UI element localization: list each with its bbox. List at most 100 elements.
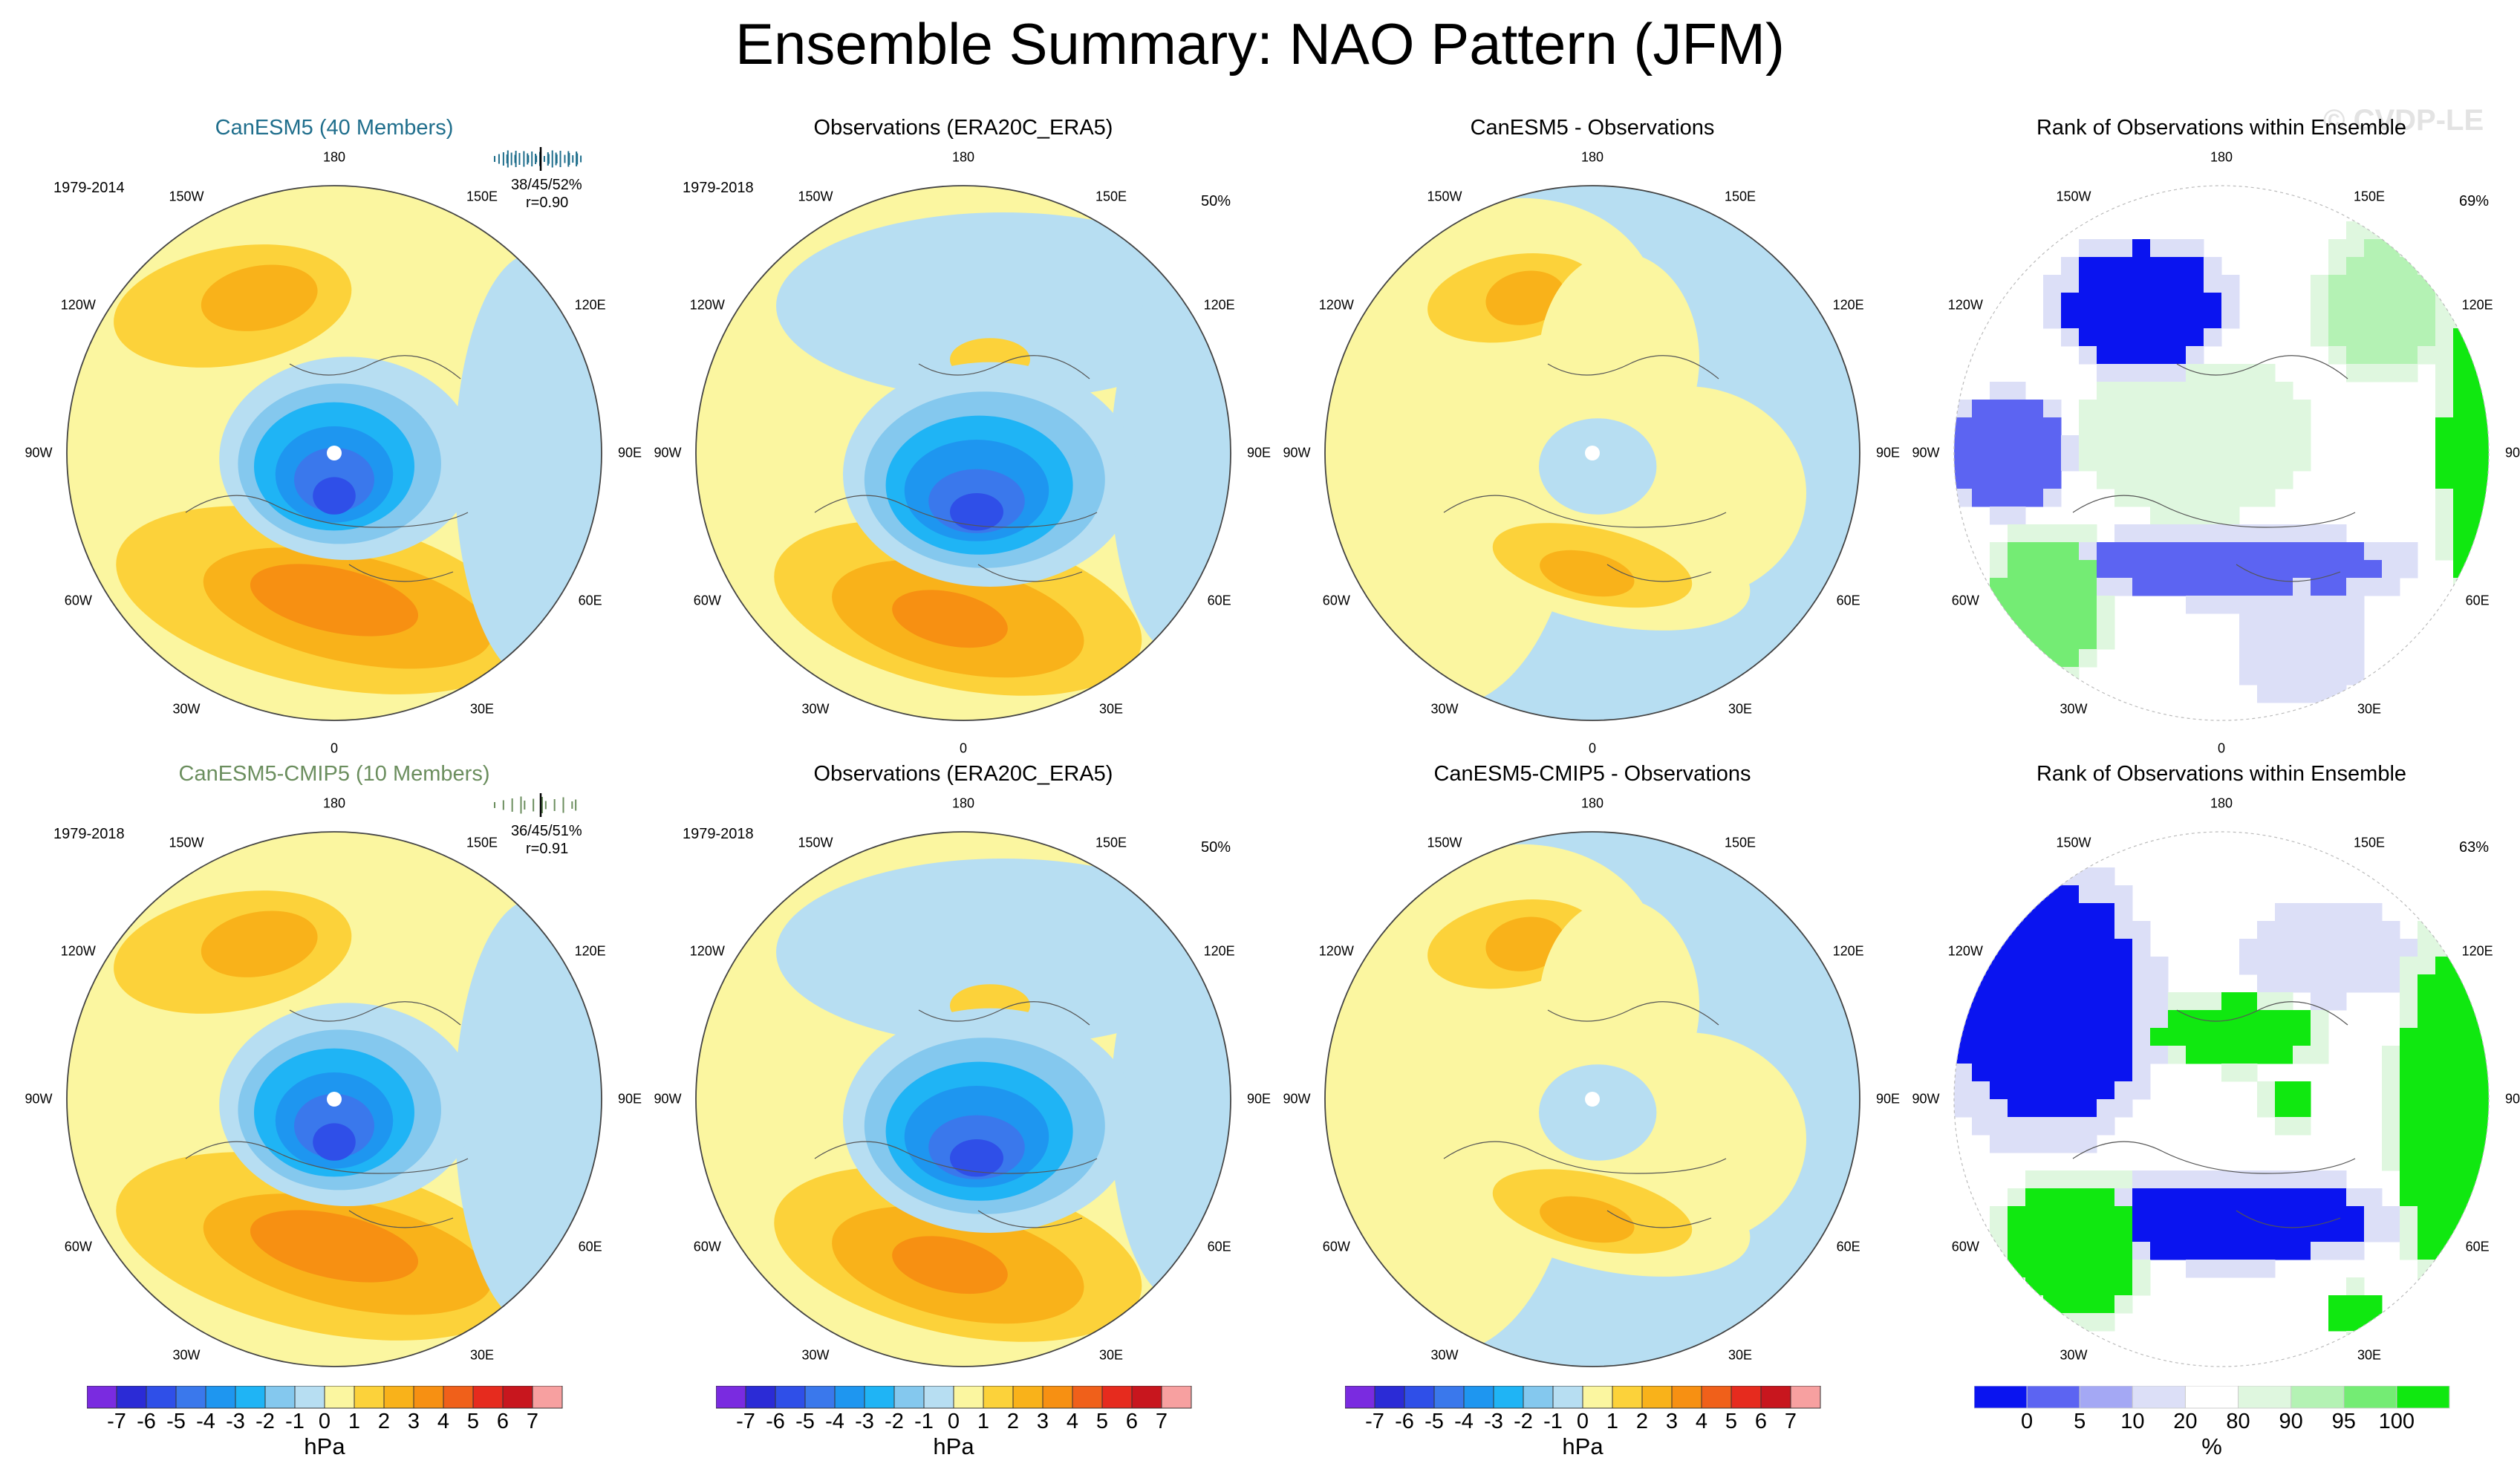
rank-cell (1990, 631, 2008, 650)
rank-cell (2008, 957, 2026, 975)
rank-cell (2328, 1313, 2347, 1332)
rank-cell (2025, 974, 2044, 993)
rank-cell (2043, 939, 2062, 957)
rank-cell (2061, 328, 2080, 347)
pattern-correlation-percent: 50% (1201, 839, 1231, 856)
panel-title: CanESM5 (40 Members) (215, 116, 454, 140)
rank-cell (2114, 1010, 2133, 1029)
rank-cell (2097, 257, 2115, 276)
rank-cell (2150, 471, 2169, 489)
rank-cell (2150, 1046, 2169, 1064)
rank-cell (2418, 1153, 2436, 1171)
rank-cell (2079, 453, 2097, 472)
rank-cell (2097, 1277, 2115, 1296)
rank-cell (1990, 1028, 2008, 1046)
rank-cell (2132, 400, 2151, 418)
colorbar-swatch (1790, 1386, 1821, 1409)
contour-region (250, 1210, 419, 1283)
rank-cell (2257, 1081, 2276, 1100)
rank-cell (2079, 1295, 2097, 1314)
rank-cell (2471, 1081, 2489, 1100)
rank-cell (2239, 1010, 2258, 1029)
coastline (185, 1001, 469, 1228)
rank-cell (2435, 275, 2454, 293)
longitude-label: 120E (574, 297, 606, 313)
rank-cell (2150, 239, 2169, 258)
rank-cell (1990, 1260, 2008, 1278)
rank-cell (2471, 992, 2489, 1011)
rank-cell (2221, 382, 2240, 400)
contour-region (1540, 550, 1635, 597)
rank-cell (2132, 435, 2151, 454)
rank-cell (2008, 1206, 2026, 1225)
rank-cell (2275, 631, 2293, 650)
rank-cell (2132, 471, 2151, 489)
rank-cell (2275, 667, 2293, 685)
contour-region (201, 264, 318, 331)
colorbar-swatch (2291, 1386, 2345, 1409)
colorbar-tick-label: -2 (255, 1410, 275, 1433)
rank-cell (2150, 560, 2169, 579)
rank-cell (2400, 1224, 2418, 1243)
rank-cell (2025, 631, 2044, 650)
colorbar-tick-label: 1 (1606, 1410, 1619, 1433)
rank-cell (2346, 631, 2365, 650)
rank-cell (2097, 631, 2115, 650)
rank-cell (2400, 974, 2418, 993)
rank-cell (2150, 310, 2169, 329)
rank-cell (2257, 1206, 2276, 1225)
rank-cell (2311, 310, 2329, 329)
longitude-label: 90W (25, 445, 53, 460)
polar-map (1953, 831, 2490, 1367)
rank-cell (2204, 1046, 2222, 1064)
coastline (2072, 355, 2356, 582)
rank-cell (2114, 382, 2133, 400)
rank-cell (2257, 453, 2276, 472)
rank-cell (2435, 903, 2454, 922)
rank-cell (2061, 1064, 2080, 1082)
rank-cell (2043, 649, 2062, 668)
rank-cell (2025, 471, 2044, 489)
rank-cell (2275, 613, 2293, 632)
rank-cell (2079, 578, 2097, 596)
rank-cell (2168, 1188, 2187, 1207)
rank-cell (2328, 667, 2347, 685)
rank-cell (2150, 400, 2169, 418)
colorbar-tick-label: -5 (795, 1410, 815, 1433)
rank-cell (1990, 1064, 2008, 1082)
rank-cell (2079, 1170, 2097, 1189)
rank-cell (2132, 1242, 2151, 1260)
rank-cell (2328, 1224, 2347, 1243)
rank-cell (2025, 957, 2044, 975)
rank-cell (2097, 239, 2115, 258)
rank-cell (2043, 453, 2062, 472)
rank-cell (2079, 1064, 2097, 1082)
map-boundary (1953, 831, 2490, 1367)
rank-cell (2293, 560, 2311, 579)
rank-cell (2186, 453, 2204, 472)
rank-cell (2097, 1295, 2115, 1314)
rank-cell (2364, 1206, 2383, 1225)
rank-cell (2186, 1170, 2204, 1189)
rank-cell (2453, 1117, 2472, 1136)
rank-cell (1954, 1064, 1973, 1082)
colorbar-swatch (2079, 1386, 2133, 1409)
pole-marker (327, 446, 342, 460)
rank-cell (2025, 489, 2044, 507)
rank-cell (2435, 1099, 2454, 1118)
rank-cell (2275, 903, 2293, 922)
rank-cell (2346, 293, 2365, 311)
longitude-label: 60E (1207, 1239, 1231, 1254)
rank-cell (2097, 1064, 2115, 1082)
rank-cell (2132, 417, 2151, 436)
rank-cell (2043, 489, 2062, 507)
rank-cell (2186, 542, 2204, 561)
rank-cell (2221, 471, 2240, 489)
rank-cell (2043, 1117, 2062, 1136)
rank-cell (2257, 685, 2276, 703)
rank-cell (2204, 578, 2222, 596)
rank-cell (2061, 885, 2080, 904)
rank-cell (2382, 1099, 2400, 1118)
longitude-label: 150E (2353, 835, 2386, 850)
rank-cell (2043, 1170, 2062, 1189)
